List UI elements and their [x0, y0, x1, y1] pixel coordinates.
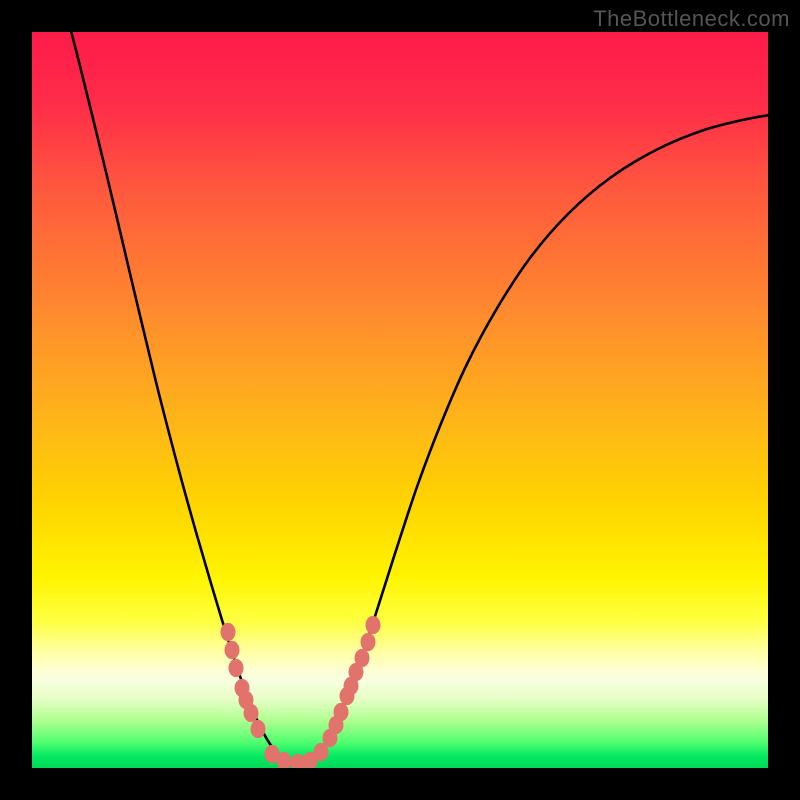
marker-group	[221, 616, 381, 768]
marker-dot	[355, 649, 370, 667]
bottleneck-curve	[32, 32, 768, 768]
watermark-text: TheBottleneck.com	[593, 6, 790, 32]
marker-dot	[334, 703, 349, 721]
plot-area	[32, 32, 768, 768]
marker-dot	[251, 720, 266, 738]
marker-dot	[361, 633, 376, 651]
marker-dot	[229, 659, 244, 677]
marker-dot	[366, 616, 381, 634]
marker-dot	[225, 641, 240, 659]
curve-path	[66, 32, 768, 763]
marker-dot	[221, 623, 236, 641]
chart-container: TheBottleneck.com	[0, 0, 800, 800]
marker-dot	[244, 704, 259, 722]
